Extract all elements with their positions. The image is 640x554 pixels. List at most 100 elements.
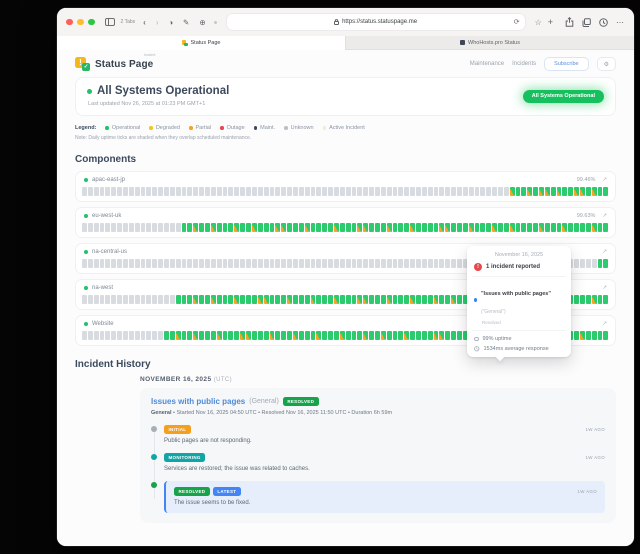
uptime-tick[interactable]: [216, 187, 222, 196]
uptime-tick[interactable]: [415, 223, 421, 232]
uptime-tick[interactable]: [251, 295, 257, 304]
uptime-tick[interactable]: [199, 331, 205, 340]
uptime-tick[interactable]: [597, 295, 603, 304]
uptime-tick[interactable]: [181, 187, 187, 196]
uptime-tick[interactable]: [181, 259, 187, 268]
uptime-tick[interactable]: [246, 259, 251, 268]
uptime-tick[interactable]: [404, 331, 410, 340]
uptime-tick[interactable]: [87, 223, 93, 232]
uptime-tick[interactable]: [117, 187, 123, 196]
uptime-tick[interactable]: [187, 223, 193, 232]
uptime-tick[interactable]: [380, 259, 386, 268]
uptime-tick[interactable]: [140, 331, 146, 340]
uptime-tick[interactable]: [521, 187, 527, 196]
uptime-tick[interactable]: [603, 259, 609, 268]
uptime-tick[interactable]: [351, 295, 357, 304]
uptime-tick[interactable]: [515, 223, 521, 232]
uptime-tick[interactable]: [292, 295, 298, 304]
uptime-tick[interactable]: [240, 259, 246, 268]
uptime-tick[interactable]: [374, 223, 380, 232]
nav-incidents[interactable]: Incidents: [512, 61, 537, 67]
uptime-tick[interactable]: [251, 223, 257, 232]
uptime-tick[interactable]: [240, 223, 246, 232]
uptime-tick[interactable]: [87, 295, 93, 304]
uptime-tick[interactable]: [328, 259, 333, 268]
uptime-tick[interactable]: [275, 295, 281, 304]
uptime-tick[interactable]: [99, 259, 105, 268]
uptime-tick[interactable]: [339, 187, 345, 196]
uptime-tick[interactable]: [369, 187, 374, 196]
uptime-tick[interactable]: [93, 259, 99, 268]
uptime-tick[interactable]: [87, 259, 93, 268]
uptime-tick[interactable]: [462, 295, 468, 304]
uptime-tick[interactable]: [257, 223, 263, 232]
uptime-tick[interactable]: [123, 259, 128, 268]
uptime-tick[interactable]: [193, 331, 199, 340]
uptime-tick[interactable]: [123, 223, 128, 232]
uptime-tick[interactable]: [404, 259, 410, 268]
uptime-tick[interactable]: [322, 295, 328, 304]
address-bar[interactable]: https://status.statuspage.me ⟳: [226, 14, 525, 30]
uptime-tick[interactable]: [374, 331, 380, 340]
uptime-tick[interactable]: [468, 223, 474, 232]
uptime-tick[interactable]: [117, 331, 123, 340]
uptime-tick[interactable]: [146, 259, 152, 268]
uptime-tick[interactable]: [316, 187, 322, 196]
uptime-tick[interactable]: [328, 223, 333, 232]
uptime-tick[interactable]: [82, 187, 87, 196]
uptime-tick[interactable]: [105, 223, 111, 232]
uptime-tick[interactable]: [410, 259, 415, 268]
uptime-tick[interactable]: [181, 331, 187, 340]
uptime-tick[interactable]: [152, 331, 158, 340]
uptime-tick[interactable]: [187, 187, 193, 196]
uptime-tick[interactable]: [304, 331, 310, 340]
uptime-tick[interactable]: [316, 331, 322, 340]
uptime-tick[interactable]: [310, 295, 316, 304]
uptime-tick[interactable]: [410, 223, 415, 232]
uptime-tick[interactable]: [152, 295, 158, 304]
uptime-tick[interactable]: [328, 295, 333, 304]
uptime-tick[interactable]: [363, 259, 369, 268]
uptime-tick[interactable]: [369, 259, 374, 268]
uptime-tick[interactable]: [503, 187, 509, 196]
uptime-tick[interactable]: [82, 223, 87, 232]
uptime-tick[interactable]: [527, 223, 533, 232]
uptime-tick[interactable]: [193, 259, 199, 268]
uptime-tick[interactable]: [158, 187, 164, 196]
uptime-tick[interactable]: [304, 259, 310, 268]
uptime-tick[interactable]: [462, 331, 468, 340]
uptime-tick[interactable]: [275, 259, 281, 268]
uptime-tick[interactable]: [158, 259, 164, 268]
uptime-tick[interactable]: [597, 187, 603, 196]
history-clock-icon[interactable]: [599, 17, 608, 27]
uptime-tick[interactable]: [415, 295, 421, 304]
uptime-tick[interactable]: [410, 295, 415, 304]
uptime-tick[interactable]: [421, 223, 427, 232]
uptime-tick[interactable]: [234, 223, 240, 232]
uptime-tick[interactable]: [445, 295, 451, 304]
uptime-tick[interactable]: [386, 187, 392, 196]
uptime-tick[interactable]: [205, 259, 210, 268]
uptime-tick[interactable]: [568, 223, 574, 232]
uptime-tick[interactable]: [433, 295, 439, 304]
uptime-tick[interactable]: [333, 187, 339, 196]
uptime-tick[interactable]: [269, 187, 275, 196]
uptime-tick[interactable]: [439, 295, 445, 304]
uptime-ticks[interactable]: [82, 187, 609, 196]
uptime-tick[interactable]: [585, 223, 591, 232]
uptime-tick[interactable]: [556, 223, 562, 232]
uptime-tick[interactable]: [474, 223, 480, 232]
uptime-tick[interactable]: [164, 331, 169, 340]
uptime-tick[interactable]: [369, 295, 374, 304]
tooltip-incident-title[interactable]: "Issues with public pages": [480, 291, 551, 297]
uptime-tick[interactable]: [316, 295, 322, 304]
uptime-tick[interactable]: [580, 259, 585, 268]
uptime-tick[interactable]: [105, 259, 111, 268]
uptime-tick[interactable]: [339, 223, 345, 232]
uptime-tick[interactable]: [574, 259, 580, 268]
uptime-tick[interactable]: [380, 331, 386, 340]
uptime-tick[interactable]: [597, 259, 603, 268]
uptime-tick[interactable]: [105, 331, 111, 340]
uptime-tick[interactable]: [128, 187, 134, 196]
uptime-tick[interactable]: [515, 187, 521, 196]
